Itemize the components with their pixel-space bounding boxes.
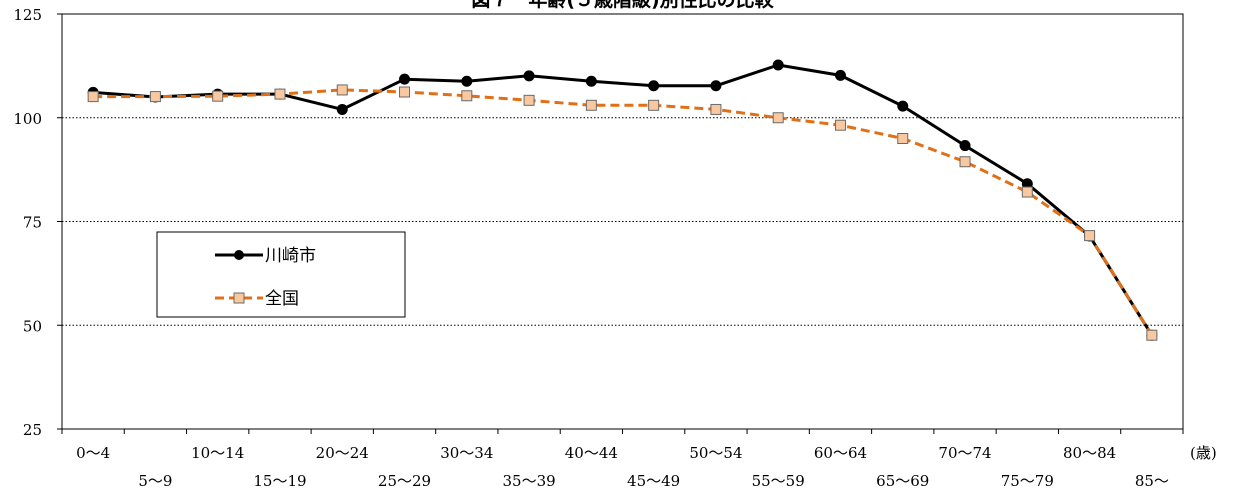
x-tick-label: 5～9 [138,472,172,490]
gridlines [62,117,1183,326]
x-tick-label: 85～ [1135,472,1169,490]
x-tick-label: 25～29 [378,472,431,490]
data-point [523,70,535,82]
y-tick-label: 25 [23,421,42,439]
data-point [710,103,722,115]
x-tick-label: 55～59 [752,472,805,490]
data-point [897,100,909,112]
x-tick-label: 65～69 [876,472,929,490]
x-tick-label: 15～19 [253,472,306,490]
x-axis-unit-label: (歳) [1190,444,1217,462]
x-axis-ticks: 0～4 5～9 10～14 15～19 20～24 25～29 30～34 35～39 40～4… [61,429,1184,490]
x-tick-label: 40～44 [565,444,618,462]
legend-label: 全国 [265,289,299,309]
data-point [648,99,660,111]
series-national [87,84,1158,341]
x-tick-label: 35～39 [502,472,555,490]
legend-swatch-marker [234,250,244,260]
x-tick-label: 45～49 [627,472,680,490]
x-tick-label: 20～24 [316,444,369,462]
x-tick-label: 50～54 [689,444,742,462]
data-point [399,86,411,98]
legend-swatch-marker [233,292,245,304]
data-point [87,91,99,103]
data-point [834,69,846,81]
chart-title: 図７ 年齢(５歳階級)別性比の比較 [471,0,774,11]
data-point [149,91,161,103]
x-tick-label: 60～64 [814,444,867,462]
data-point [399,73,411,85]
data-point [585,75,597,87]
y-axis-ticks: 25 50 75 100 125 [13,6,62,439]
y-tick-label: 125 [13,6,42,24]
series-lines [87,59,1158,341]
x-tick-label: 80～84 [1063,444,1116,462]
data-point [772,112,784,124]
y-tick-label: 100 [13,110,42,128]
data-point [461,90,473,102]
y-tick-label: 75 [23,214,42,232]
data-point [1084,230,1096,242]
y-tick-label: 50 [23,317,42,335]
data-point [585,99,597,111]
legend-label: 川崎市 [265,246,316,266]
series-line [93,88,1154,336]
x-tick-label: 30～34 [440,444,493,462]
data-point [959,156,971,168]
data-point [959,140,971,152]
data-point [461,75,473,87]
x-tick-label: 75～79 [1001,472,1054,490]
x-tick-label: 70～74 [938,444,991,462]
data-point [1021,186,1033,198]
data-point [772,59,784,71]
legend-box [156,231,406,318]
data-point [648,80,660,92]
data-point [274,88,286,100]
data-point [336,103,348,115]
data-point [1146,329,1158,341]
data-point [336,84,348,96]
data-point [834,119,846,131]
x-tick-label: 10～14 [191,444,244,462]
data-point [897,133,909,144]
data-point [710,80,722,92]
x-tick-label: 0～4 [76,444,110,462]
data-point [523,94,535,106]
data-point [212,90,224,102]
